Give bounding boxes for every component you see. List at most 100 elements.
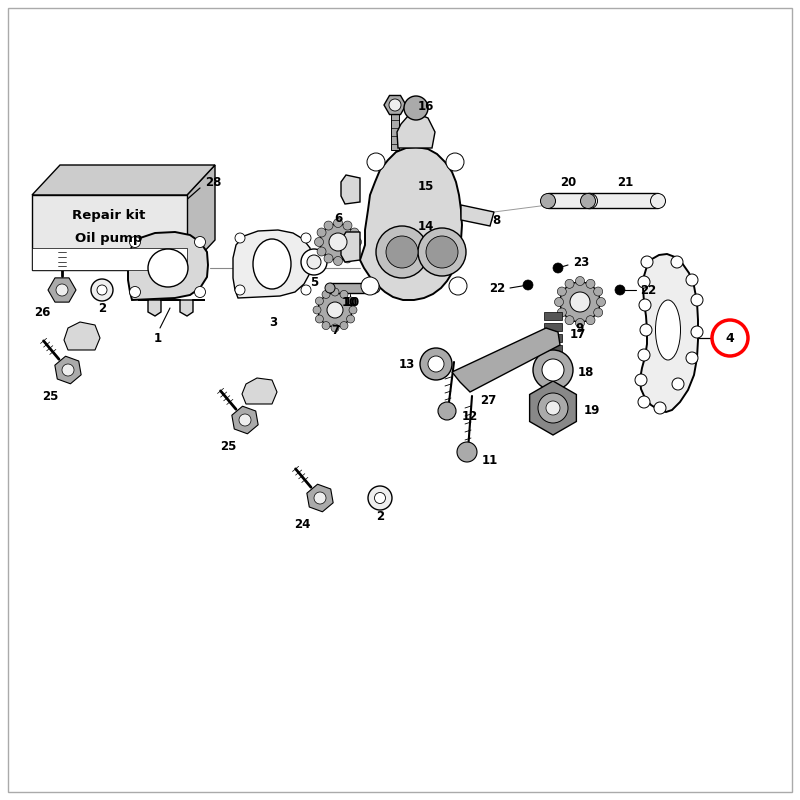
Ellipse shape [376,226,428,278]
Circle shape [538,393,568,423]
Polygon shape [233,230,311,298]
Polygon shape [640,254,698,412]
Bar [389,201,401,211]
Circle shape [565,316,574,325]
Polygon shape [128,232,208,300]
Text: 19: 19 [584,403,600,417]
Circle shape [560,282,600,322]
Circle shape [654,402,666,414]
Circle shape [349,306,357,314]
Text: 25: 25 [220,439,236,453]
Circle shape [322,322,330,330]
Polygon shape [548,193,590,208]
Circle shape [239,414,251,426]
Circle shape [541,194,555,209]
Circle shape [350,247,359,256]
Bar [389,162,401,172]
Polygon shape [307,484,333,512]
Ellipse shape [655,300,681,360]
Circle shape [565,279,574,288]
Circle shape [331,288,339,296]
Polygon shape [48,278,76,302]
Bar [544,323,562,331]
Circle shape [301,233,311,243]
Circle shape [449,277,467,295]
Text: 5: 5 [310,275,318,289]
Ellipse shape [418,228,466,276]
Text: 2: 2 [376,510,384,522]
Circle shape [327,302,343,318]
Text: 17: 17 [570,327,586,341]
Circle shape [638,349,650,361]
Text: 23: 23 [573,257,590,270]
Text: 10: 10 [344,295,360,309]
Polygon shape [55,356,81,384]
Text: 28: 28 [205,175,222,189]
Circle shape [340,322,348,330]
Polygon shape [360,147,462,300]
Bar [389,214,401,224]
Circle shape [438,402,456,420]
Circle shape [650,194,666,209]
Circle shape [361,277,379,295]
Polygon shape [341,232,360,262]
Circle shape [346,315,354,323]
Polygon shape [384,95,406,114]
Circle shape [386,236,418,268]
Circle shape [542,359,564,381]
Circle shape [320,224,356,260]
Text: 12: 12 [462,410,478,423]
Circle shape [570,292,590,312]
Circle shape [374,493,386,503]
Circle shape [325,283,335,293]
Polygon shape [588,193,658,208]
Text: 24: 24 [294,518,310,530]
Circle shape [640,324,652,336]
Circle shape [318,293,352,327]
Circle shape [671,256,683,268]
Polygon shape [341,175,360,204]
Circle shape [691,326,703,338]
Circle shape [404,96,428,120]
Text: 16: 16 [418,101,434,114]
Circle shape [194,286,206,298]
Circle shape [558,287,566,296]
Circle shape [315,315,323,323]
Circle shape [130,237,141,247]
Circle shape [324,254,333,263]
Circle shape [558,308,566,317]
Text: 21: 21 [617,175,633,189]
Circle shape [370,283,380,293]
Circle shape [426,236,458,268]
Polygon shape [242,378,277,404]
Bar [389,188,401,198]
Circle shape [581,194,595,209]
Bar [389,175,401,185]
Polygon shape [461,205,494,226]
Circle shape [457,442,477,462]
Text: 3: 3 [269,315,277,329]
Circle shape [235,233,245,243]
Circle shape [334,257,342,266]
Circle shape [350,228,359,237]
Circle shape [343,221,352,230]
Bar [32,195,187,270]
Bar [544,334,562,342]
Circle shape [91,279,113,301]
Circle shape [313,306,321,314]
Circle shape [324,221,333,230]
Circle shape [586,316,595,325]
Polygon shape [397,114,435,148]
Circle shape [343,254,352,263]
Polygon shape [187,165,215,270]
Text: Repair kit: Repair kit [72,210,146,222]
Circle shape [322,290,330,298]
Circle shape [712,320,748,356]
Circle shape [353,238,362,246]
Bar [330,283,375,293]
Circle shape [420,348,452,380]
Circle shape [586,279,595,288]
Text: Oil pump: Oil pump [75,232,142,245]
Text: 13: 13 [398,358,415,371]
Circle shape [686,352,698,364]
